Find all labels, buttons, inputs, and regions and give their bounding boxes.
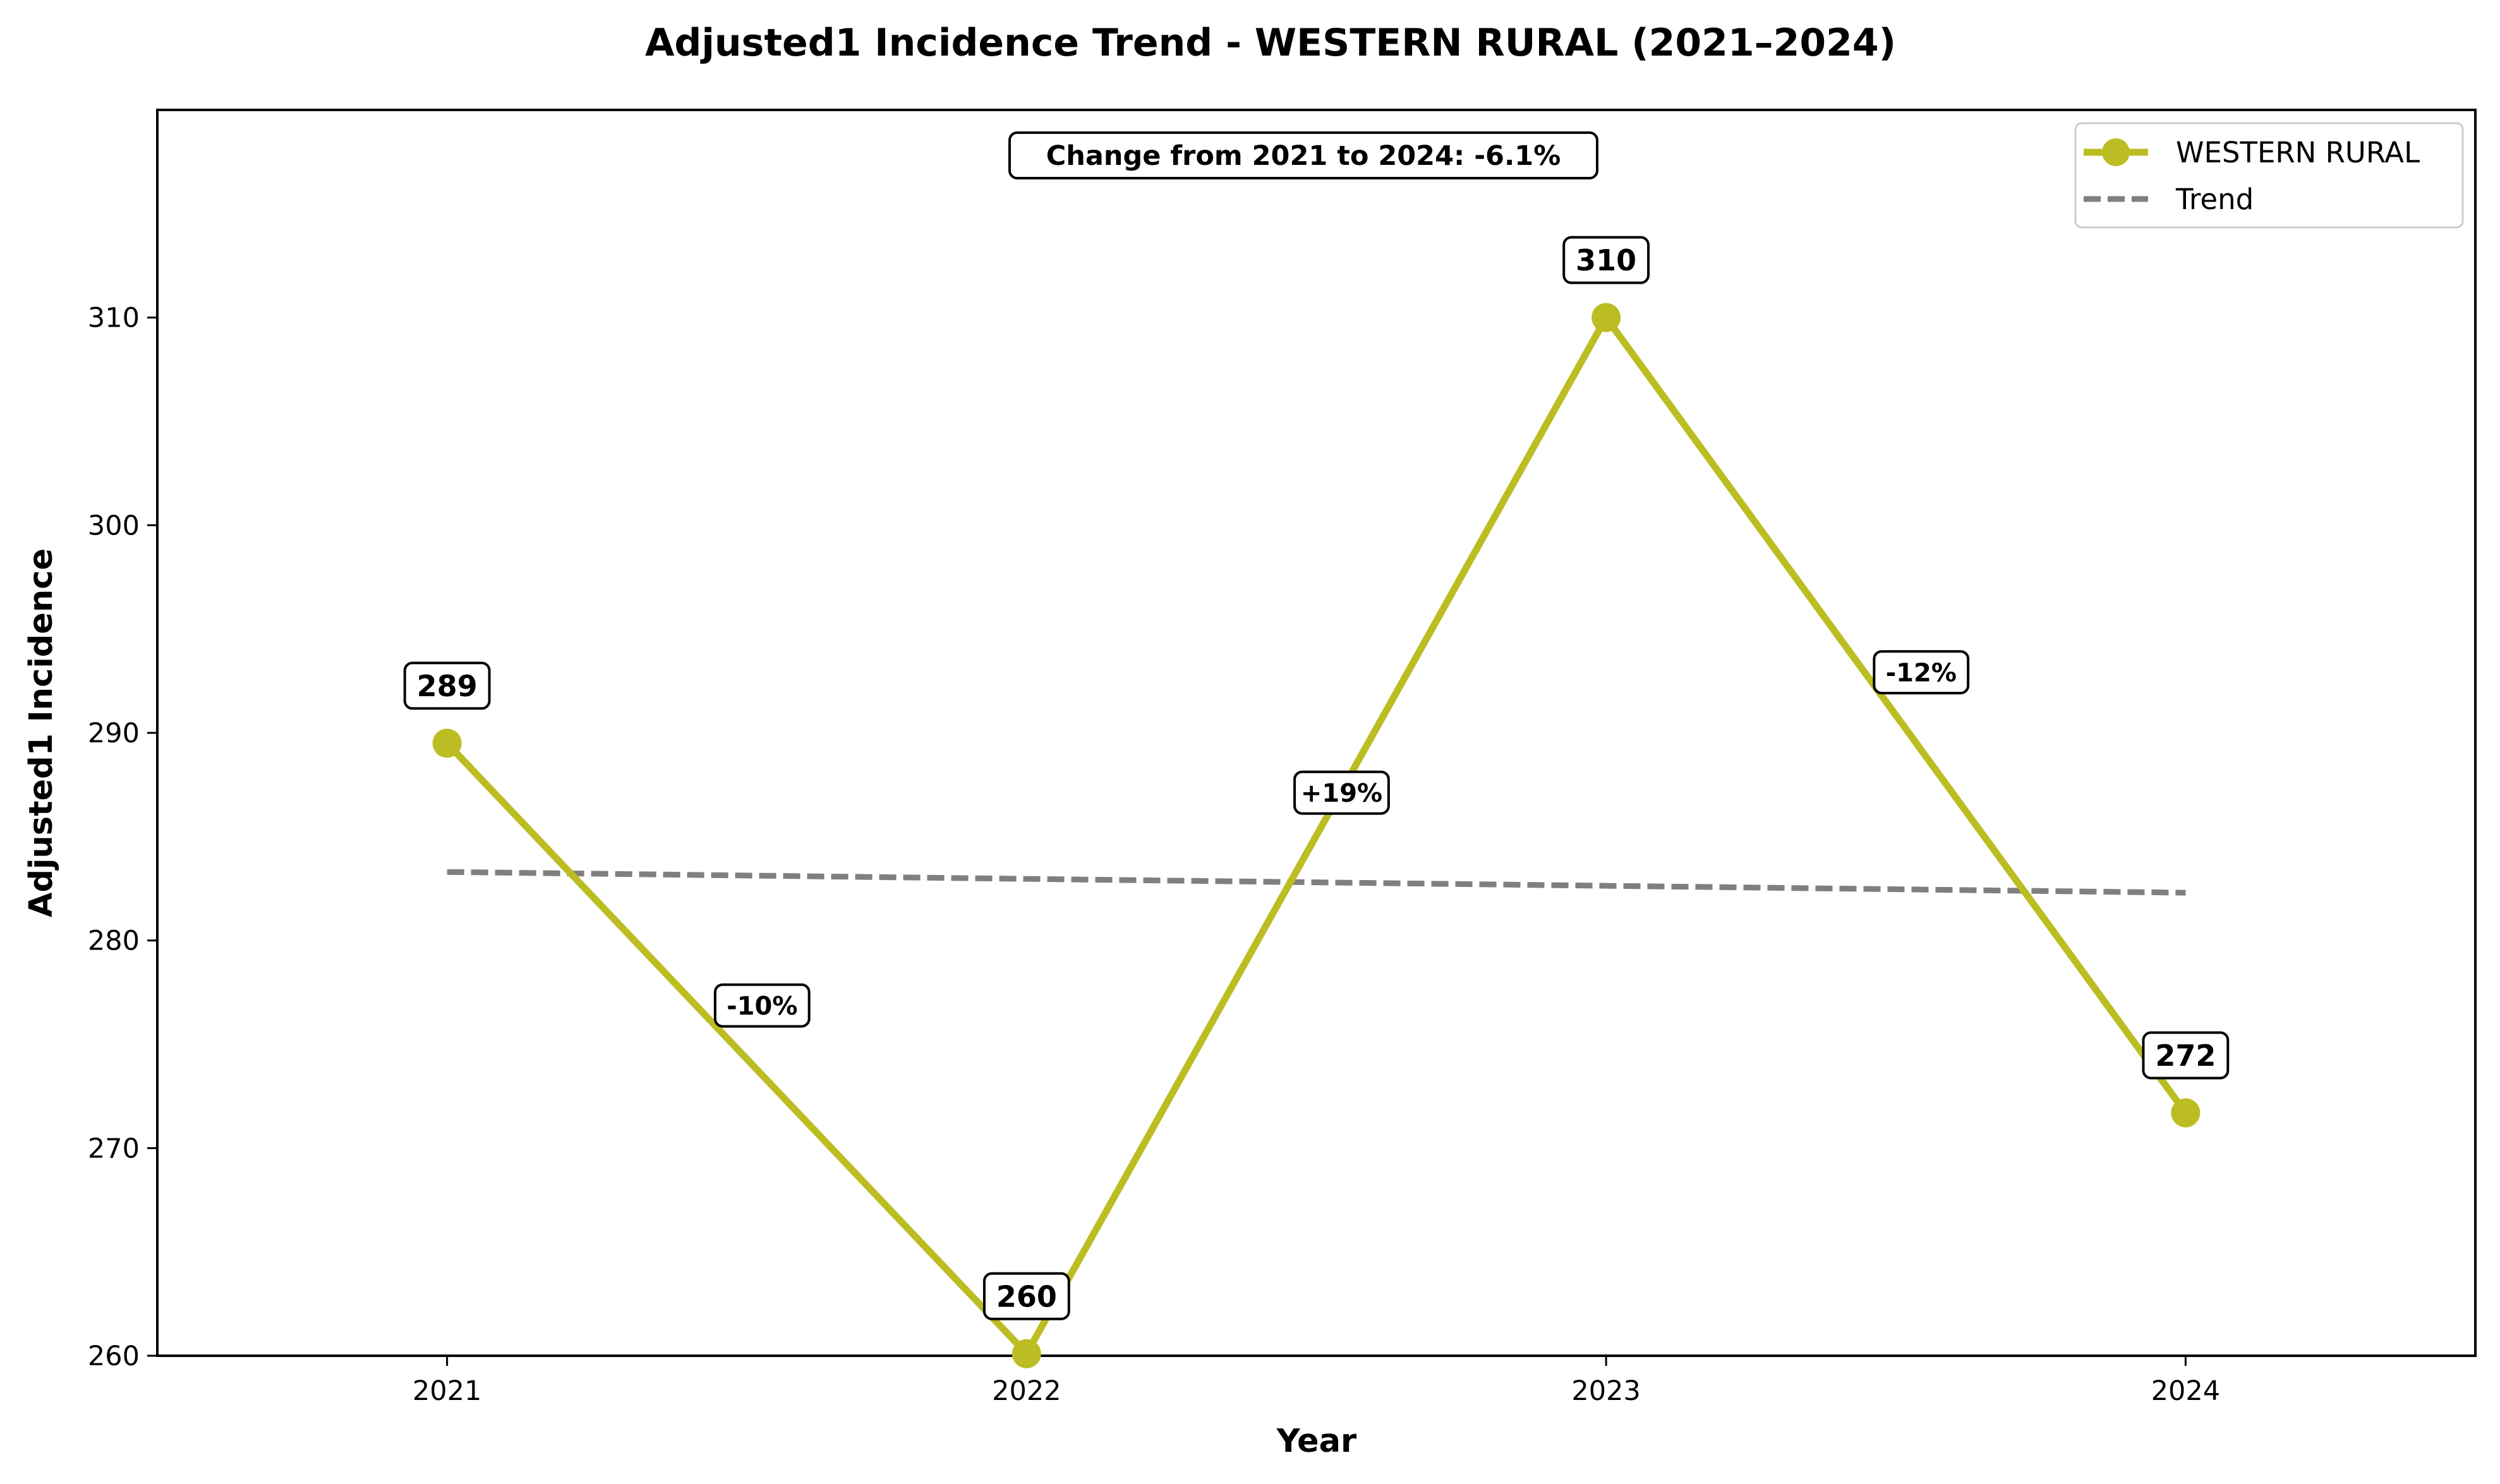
legend-box [2074, 122, 2464, 229]
y-tick-label: 300 [88, 510, 140, 541]
data-label-box [403, 661, 491, 710]
data-label: 310 [1576, 243, 1636, 277]
data-point [2171, 1098, 2201, 1128]
chart-title: Adjusted1 Incidence Trend - WESTERN RURA… [645, 21, 1896, 65]
segment-change-label-box [1293, 770, 1390, 815]
segment-change-label: -12% [1886, 658, 1957, 687]
trend-line [447, 869, 2186, 896]
data-label-box [1562, 236, 1650, 284]
series-line-western-rural [444, 311, 2189, 1360]
x-tick-label: 2022 [992, 1375, 1061, 1407]
y-tick-label: 270 [88, 1133, 140, 1164]
legend-marker-western-rural [2102, 138, 2130, 166]
plot-area [156, 109, 2477, 1357]
y-tick-label: 310 [88, 303, 140, 334]
y-tick-label: 260 [88, 1341, 140, 1372]
segment-change-label-box [713, 983, 811, 1028]
segment-change-label-box [1873, 650, 1970, 695]
legend: WESTERN RURAL Trend [2074, 122, 2464, 229]
change-annotation-text: Change from 2021 to 2024: -6.1% [1046, 140, 1561, 172]
segment-change-label: -10% [727, 992, 797, 1021]
y-axis-label: Adjusted1 Incidence [23, 548, 60, 917]
x-tick-label: 2023 [1571, 1375, 1640, 1407]
series-layer [432, 303, 2201, 1368]
data-point [432, 728, 462, 758]
change-annotation-box [1008, 131, 1598, 179]
data-point [1011, 1339, 1041, 1368]
segment-change-label: +19% [1301, 779, 1382, 808]
legend-label-trend: Trend [2175, 183, 2254, 216]
data-label: 272 [2155, 1039, 2216, 1073]
x-axis-label: Year [1276, 1423, 1356, 1460]
x-tick-label: 2021 [413, 1375, 481, 1407]
x-axis: 2021 2022 2023 2024 [413, 1356, 2220, 1407]
x-tick-label: 2024 [2151, 1375, 2220, 1407]
legend-label-western-rural: WESTERN RURAL [2176, 136, 2420, 169]
y-axis: 260 270 280 290 300 310 [88, 303, 157, 1372]
data-label: 289 [417, 669, 478, 703]
data-label-box [2142, 1031, 2230, 1080]
y-tick-label: 290 [88, 718, 140, 749]
y-tick-label: 280 [88, 926, 140, 957]
change-annotation: Change from 2021 to 2024: -6.1% [1008, 131, 1598, 179]
data-label: 260 [996, 1279, 1057, 1313]
data-label-box [982, 1272, 1070, 1320]
label-layer: 289 260 310 272 -10% +19% -12% [403, 236, 2230, 1320]
data-point [1591, 303, 1621, 332]
